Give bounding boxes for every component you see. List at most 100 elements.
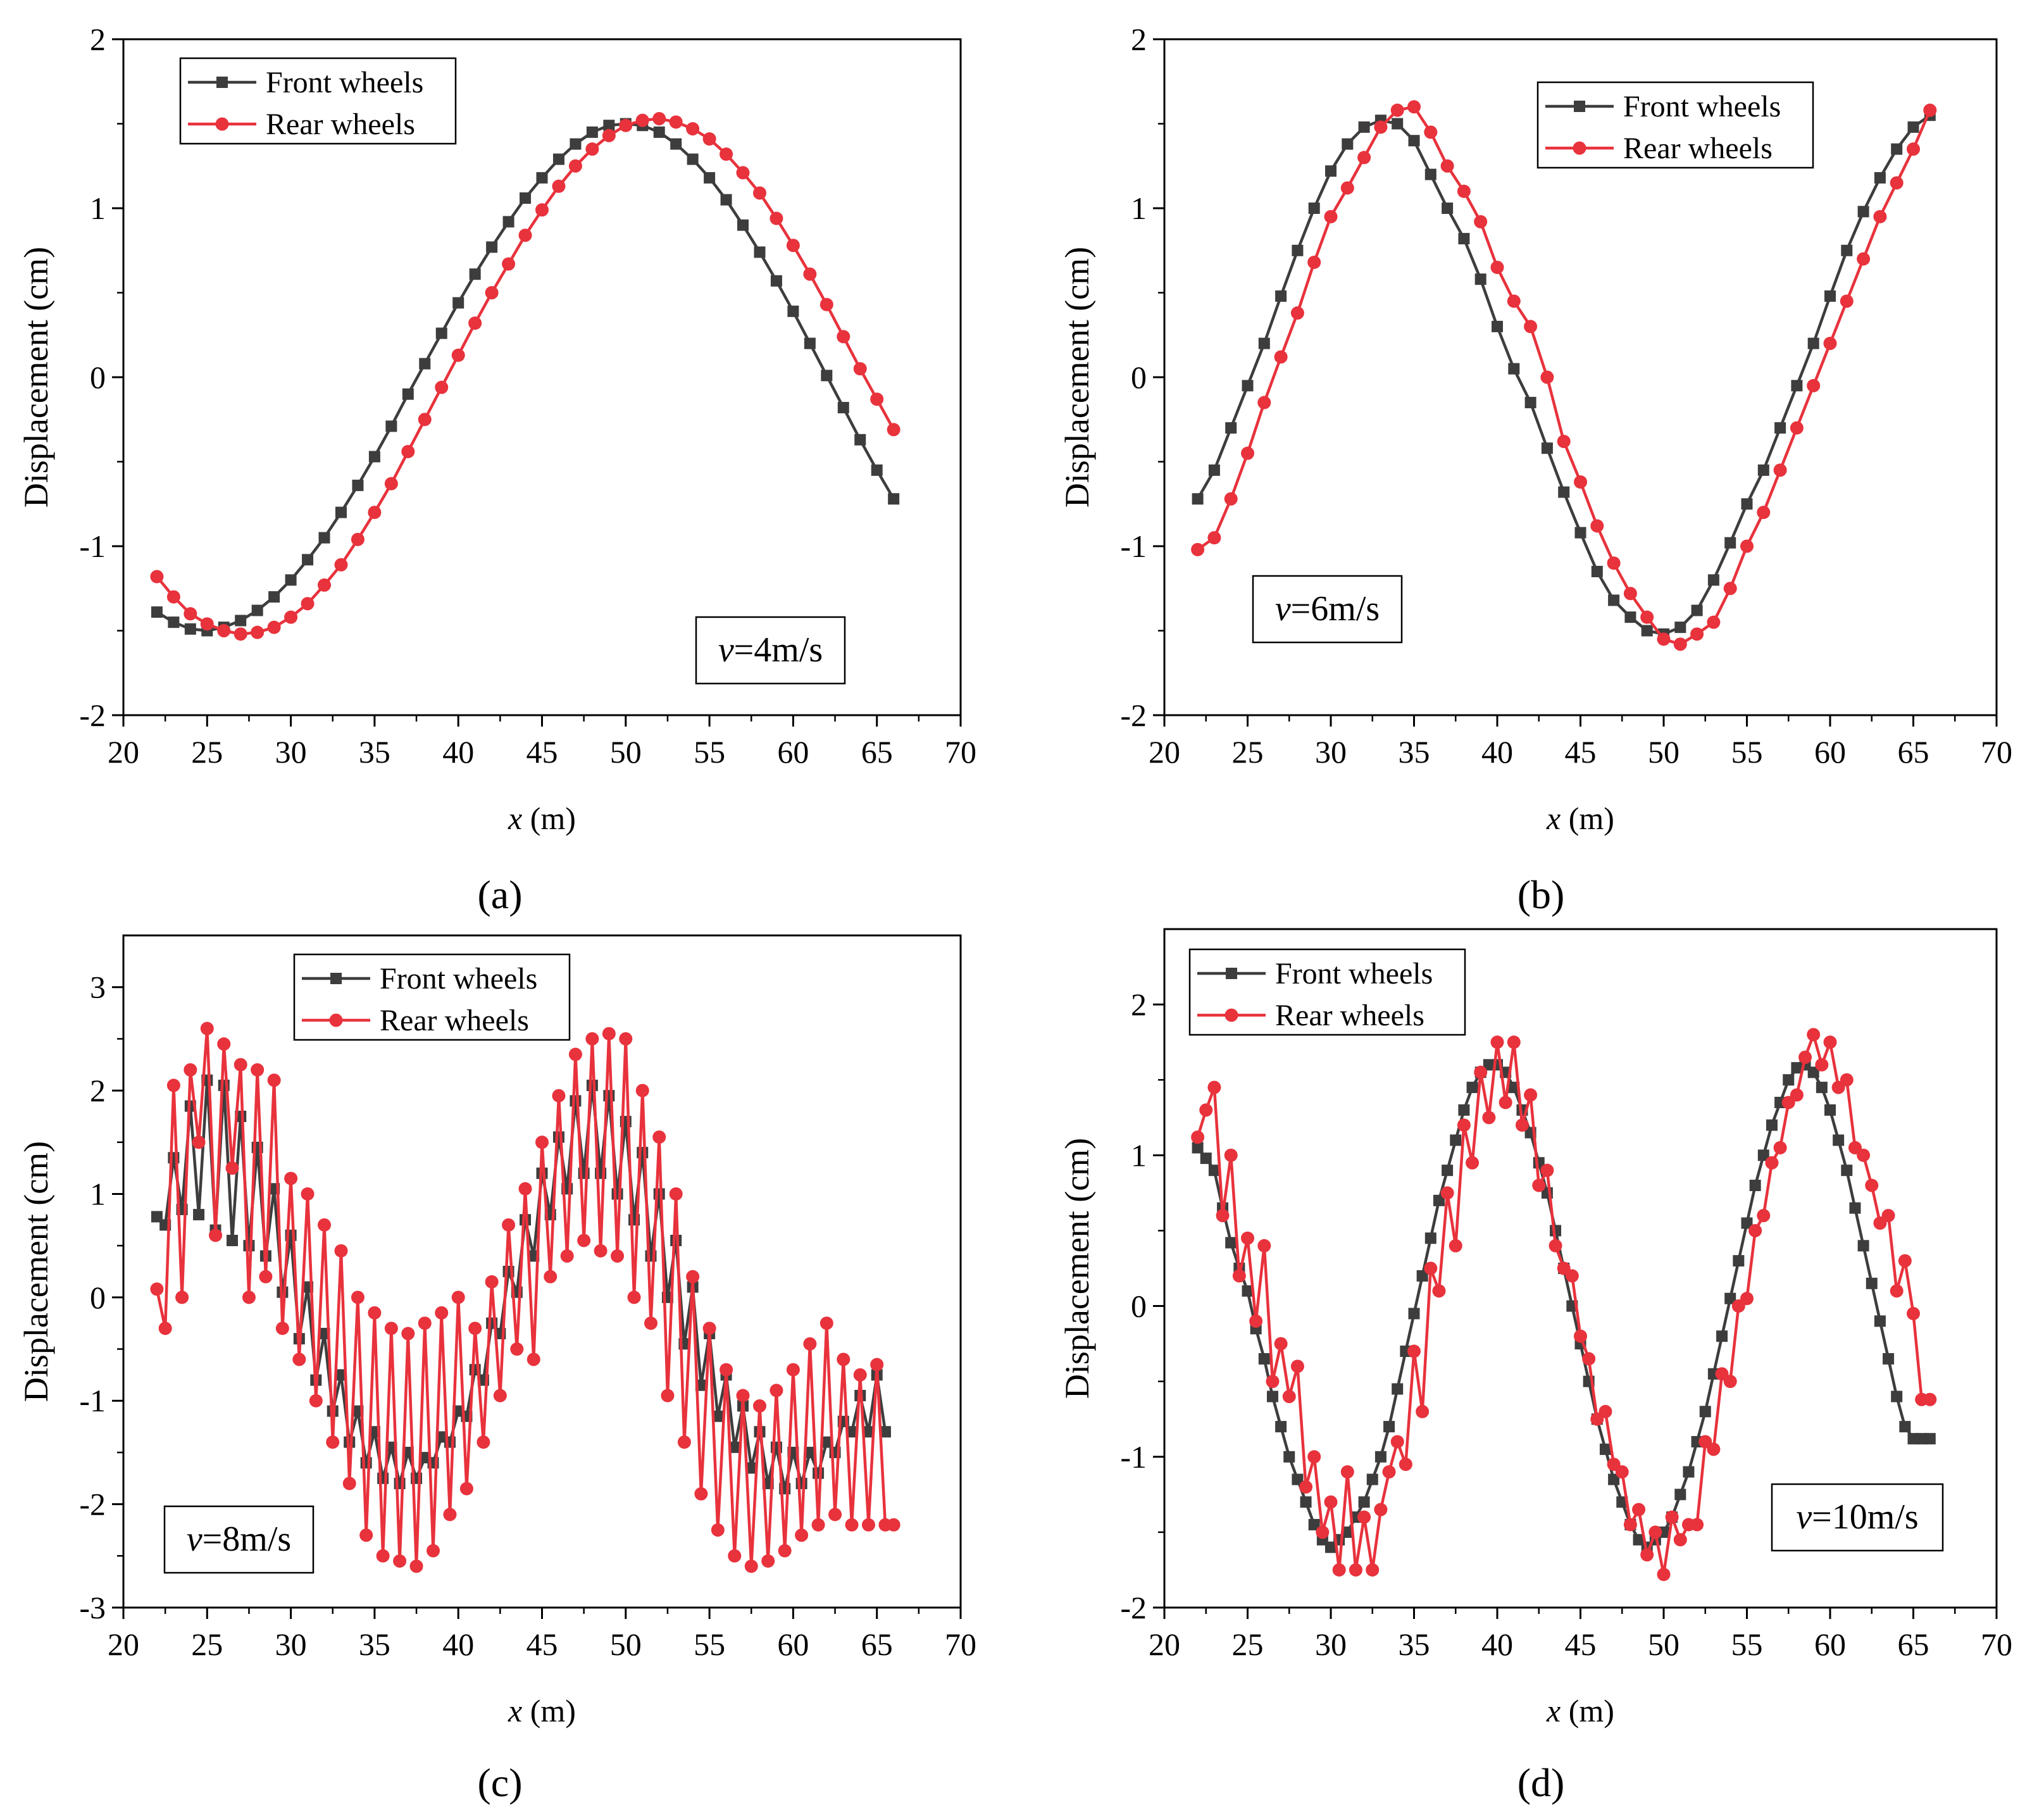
rear-wheels-point: [1673, 1533, 1687, 1547]
rear-wheels-point: [334, 558, 348, 572]
x-tick-label: 60: [777, 1627, 809, 1662]
rear-wheels-point: [1823, 337, 1837, 351]
front-wheels-point: [745, 1462, 757, 1474]
front-wheels-point: [737, 219, 749, 231]
rear-wheels-point: [619, 1032, 633, 1046]
rear-wheels-point: [493, 1389, 507, 1403]
rear-wheels-point: [401, 444, 415, 458]
x-tick-label: 25: [1232, 734, 1264, 770]
front-wheels-point: [1342, 1526, 1354, 1538]
rear-wheels-point: [443, 1508, 457, 1521]
rear-wheels-point: [1199, 1103, 1213, 1117]
x-axis-unit: (m): [522, 1693, 576, 1728]
front-wheels-point: [1716, 1330, 1728, 1342]
y-tick-label: -3: [79, 1590, 106, 1625]
rear-wheels-point: [752, 1399, 766, 1413]
rear-wheels-point: [1282, 1389, 1296, 1403]
rear-wheels-point: [887, 423, 900, 437]
front-wheels-point: [1733, 1255, 1745, 1267]
y-tick-label: 1: [90, 191, 106, 226]
speed-annotation-box: [1252, 575, 1403, 644]
rear-wheels-point: [870, 1358, 884, 1371]
chart-panel-1: 20 25 30 35 40 45 50 55 60 65 70 -2 -1 0 1 2 x (m) Displa…: [17, 22, 976, 917]
rear-wheels-point: [451, 1290, 465, 1304]
front-wheels-point: [728, 1441, 740, 1453]
rear-wheels-point: [1440, 1186, 1454, 1200]
rear-wheels-point: [1549, 1239, 1562, 1253]
rear-wheels-point: [1424, 125, 1438, 139]
speed-value: =8m/s: [203, 1520, 292, 1559]
speed-value: =10m/s: [1812, 1497, 1919, 1537]
panel-label: (b): [1517, 872, 1565, 917]
rear-wheels-point: [861, 1518, 875, 1532]
rear-wheels-point: [786, 239, 800, 253]
speed-annotation-box: [1771, 1483, 1944, 1552]
front-wheels-point: [1857, 206, 1869, 218]
x-axis-label: x (m): [508, 801, 576, 836]
front-wheels-point: [1424, 1232, 1436, 1244]
y-axis-label: Displacement (cm): [1058, 247, 1096, 508]
front-wheels-point: [335, 1369, 347, 1381]
y-tick-label: 2: [1131, 22, 1147, 57]
front-wheels-point: [1924, 1433, 1936, 1445]
rear-wheels-point: [837, 330, 851, 344]
front-wheels-point: [1833, 1134, 1845, 1146]
rear-wheels-point: [518, 1182, 532, 1196]
speed-variable: v: [718, 630, 734, 670]
front-wheels-point: [1741, 1217, 1753, 1229]
rear-wheels-point: [811, 1518, 825, 1532]
rear-wheels-point: [1290, 1359, 1304, 1373]
rear-wheels-point: [1557, 434, 1571, 448]
front-wheels-point: [1857, 1240, 1869, 1252]
rear-wheels-point: [234, 627, 247, 641]
front-wheels-point: [1275, 1421, 1287, 1433]
rear-wheels-point: [384, 1322, 398, 1335]
x-axis-unit: (m): [1561, 801, 1614, 836]
legend: Front wheels Rear wheels: [179, 57, 457, 145]
rear-wheels-point: [1690, 627, 1704, 641]
rear-wheels-point: [427, 1544, 440, 1558]
rear-wheels-point: [702, 1322, 716, 1335]
rear-wheels-point: [1357, 1510, 1371, 1524]
front-wheels-point: [1450, 1134, 1462, 1146]
rear-wheels-point: [1923, 103, 1937, 117]
front-wheels-point: [570, 138, 582, 150]
y-tick-label: 0: [90, 359, 106, 395]
y-tick-label: -2: [1120, 1590, 1147, 1625]
front-wheels-point: [804, 1446, 816, 1458]
front-wheels-point: [1408, 135, 1420, 147]
front-wheels-point: [1242, 1285, 1254, 1297]
rear-wheels-point: [435, 380, 449, 394]
rear-wheels-point: [1673, 637, 1687, 651]
legend-rear-label: Rear wheels: [380, 1004, 529, 1037]
chart-panel-3: 20 25 30 35 40 45 50 55 60 65 70 -3 -2 -1 0 1 2 3 x (m) Dis…: [17, 934, 976, 1805]
rear-wheels-point: [669, 115, 683, 129]
rear-wheels-point: [1407, 100, 1421, 114]
rear-wheels-point: [568, 1047, 582, 1061]
rear-wheels-point: [1840, 294, 1854, 308]
y-tick-label: -1: [79, 528, 106, 564]
front-wheels-point: [1541, 442, 1553, 454]
rear-wheels-point: [1257, 396, 1271, 409]
rear-wheels-point: [720, 1363, 733, 1377]
x-tick-label: 50: [1648, 1627, 1679, 1662]
front-wheels-point: [151, 606, 163, 618]
front-wheels-point: [184, 623, 196, 635]
front-wheels-point: [1266, 1390, 1278, 1403]
rear-wheels-point: [1307, 1450, 1321, 1464]
front-wheels-point: [1492, 320, 1503, 332]
rear-wheels-point: [1257, 1239, 1271, 1253]
y-tick-label: 3: [90, 970, 106, 1005]
front-wheels-point: [821, 1436, 833, 1448]
front-wheels-point: [570, 1095, 582, 1107]
rear-wheels-point: [1565, 1269, 1579, 1283]
rear-wheels-point: [1274, 350, 1288, 364]
rear-wheels-point: [828, 1508, 842, 1521]
rear-wheels-point: [1349, 1563, 1362, 1577]
front-wheels-point: [402, 388, 414, 400]
rear-wheels-point: [351, 532, 365, 546]
x-tick-label: 20: [1149, 1627, 1180, 1662]
front-wheels-point: [1574, 527, 1586, 539]
chart-panel-2: 20 25 30 35 40 45 50 55 60 65 70 -2 -1 0 1 2 x (m) Displa…: [1058, 22, 2012, 917]
rear-wheels-point: [1707, 615, 1721, 629]
